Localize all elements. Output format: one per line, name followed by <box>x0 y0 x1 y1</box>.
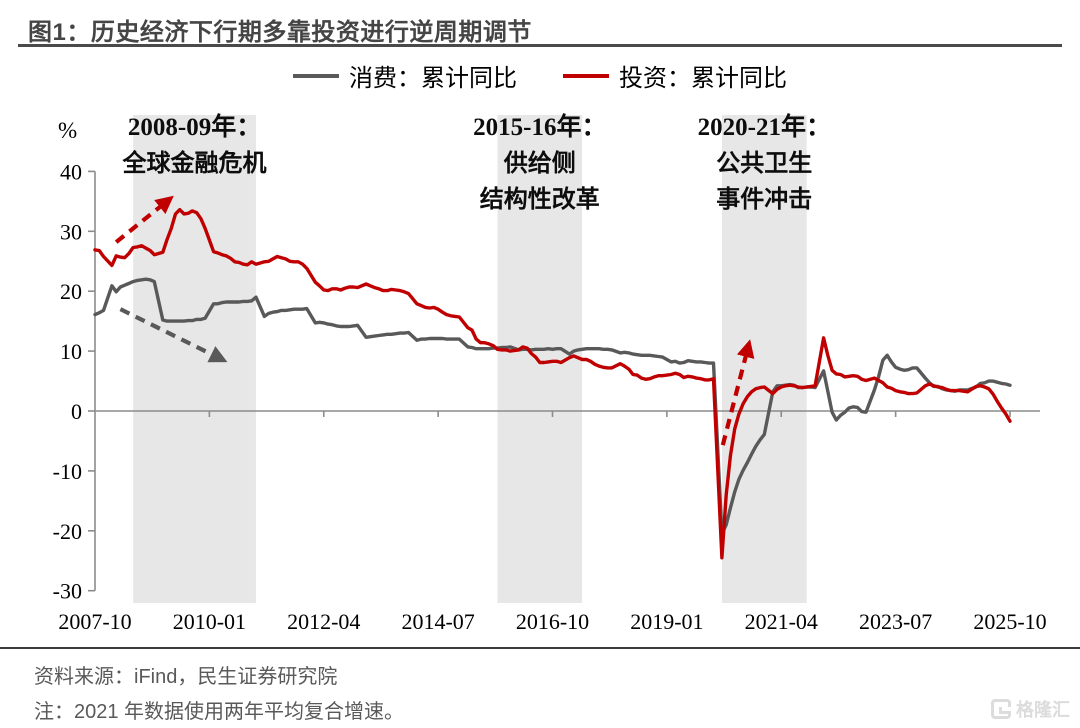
event-annotation-1-line-1: 供给侧 <box>503 151 576 177</box>
y-tick-label-7: -30 <box>53 579 82 604</box>
highlight-band-0 <box>133 115 256 603</box>
x-tick-label-1: 2010-01 <box>173 609 246 634</box>
gelonghui-logo: 格隆汇 <box>991 696 1070 722</box>
event-annotation-1: 2015-16年： 供给侧结构性改革 <box>473 110 606 218</box>
event-annotation-0: 2008-09年： 全球金融危机 <box>123 110 267 182</box>
x-tick-label-3: 2014-07 <box>401 609 474 634</box>
legend-item-consumption: 消费：累计同比 <box>293 58 517 93</box>
y-tick-label-1: 30 <box>60 219 82 244</box>
trend-arrow-0 <box>114 195 174 244</box>
note-text: 注：2021 年数据使用两年平均复合增速。 <box>34 701 405 723</box>
legend-item-investment: 投资：累计同比 <box>563 58 787 93</box>
series-line-investment <box>93 207 1012 560</box>
series-layer <box>93 207 1012 560</box>
trend-arrow-1 <box>119 307 228 363</box>
event-annotation-2-line-2: 事件冲击 <box>716 187 813 213</box>
x-tick-label-8: 2025-10 <box>973 609 1046 634</box>
y-tick-label-4: 0 <box>71 399 82 424</box>
y-axis-unit-label: % <box>58 118 78 143</box>
series-line-consumption <box>93 277 1012 536</box>
event-annotation-0-line-1: 全球金融危机 <box>122 151 267 177</box>
x-tick-label-5: 2019-01 <box>630 609 703 634</box>
x-tick-label-0: 2007-10 <box>58 609 131 634</box>
event-annotation-1-line-2: 结构性改革 <box>479 187 600 213</box>
y-tick-label-2: 20 <box>60 279 82 304</box>
gelonghui-logo-text: 格隆汇 <box>1016 700 1070 720</box>
source-text: 资料来源：iFind，民生证券研究院 <box>34 666 338 688</box>
y-tick-label-0: 40 <box>60 159 82 184</box>
y-tick-label-6: -20 <box>53 519 82 544</box>
event-annotation-2-line-1: 公共卫生 <box>716 151 813 177</box>
page-title: 图1：历史经济下行期多靠投资进行逆周期调节 <box>28 19 532 46</box>
y-tick-label-3: 10 <box>60 339 82 364</box>
event-annotation-2: 2020-21年： 公共卫生事件冲击 <box>698 110 831 218</box>
x-tick-label-2: 2012-04 <box>287 609 360 634</box>
tick-label-layer: 40 30 20 10 0 -10 -20 -30 2007-10 2010-01 2012-04 2… <box>53 159 1047 634</box>
legend-swatch-consumption <box>293 73 339 78</box>
legend-label-investment: 投资：累计同比 <box>619 66 787 92</box>
legend-swatch-investment <box>563 73 609 78</box>
title-underline <box>18 44 1062 47</box>
x-tick-label-7: 2023-07 <box>859 609 932 634</box>
x-tick-label-4: 2016-10 <box>516 609 589 634</box>
footer-divider <box>0 647 1080 649</box>
x-tick-label-6: 2021-04 <box>745 609 818 634</box>
gelonghui-g-icon <box>991 699 1011 719</box>
chart-legend: 消费：累计同比 投资：累计同比 <box>0 58 1080 93</box>
event-annotation-0-line-0: 2008-09年： <box>127 114 262 141</box>
highlight-band-2 <box>721 115 807 603</box>
axis-layer <box>88 170 1040 592</box>
event-annotation-1-line-0: 2015-16年： <box>473 114 607 141</box>
event-annotation-2-line-0: 2020-21年： <box>697 114 831 141</box>
y-tick-label-5: -10 <box>53 459 82 484</box>
band-layer <box>133 115 807 603</box>
legend-label-consumption: 消费：累计同比 <box>349 66 517 92</box>
trend-arrow-2 <box>720 339 755 446</box>
arrow-layer <box>114 195 755 446</box>
